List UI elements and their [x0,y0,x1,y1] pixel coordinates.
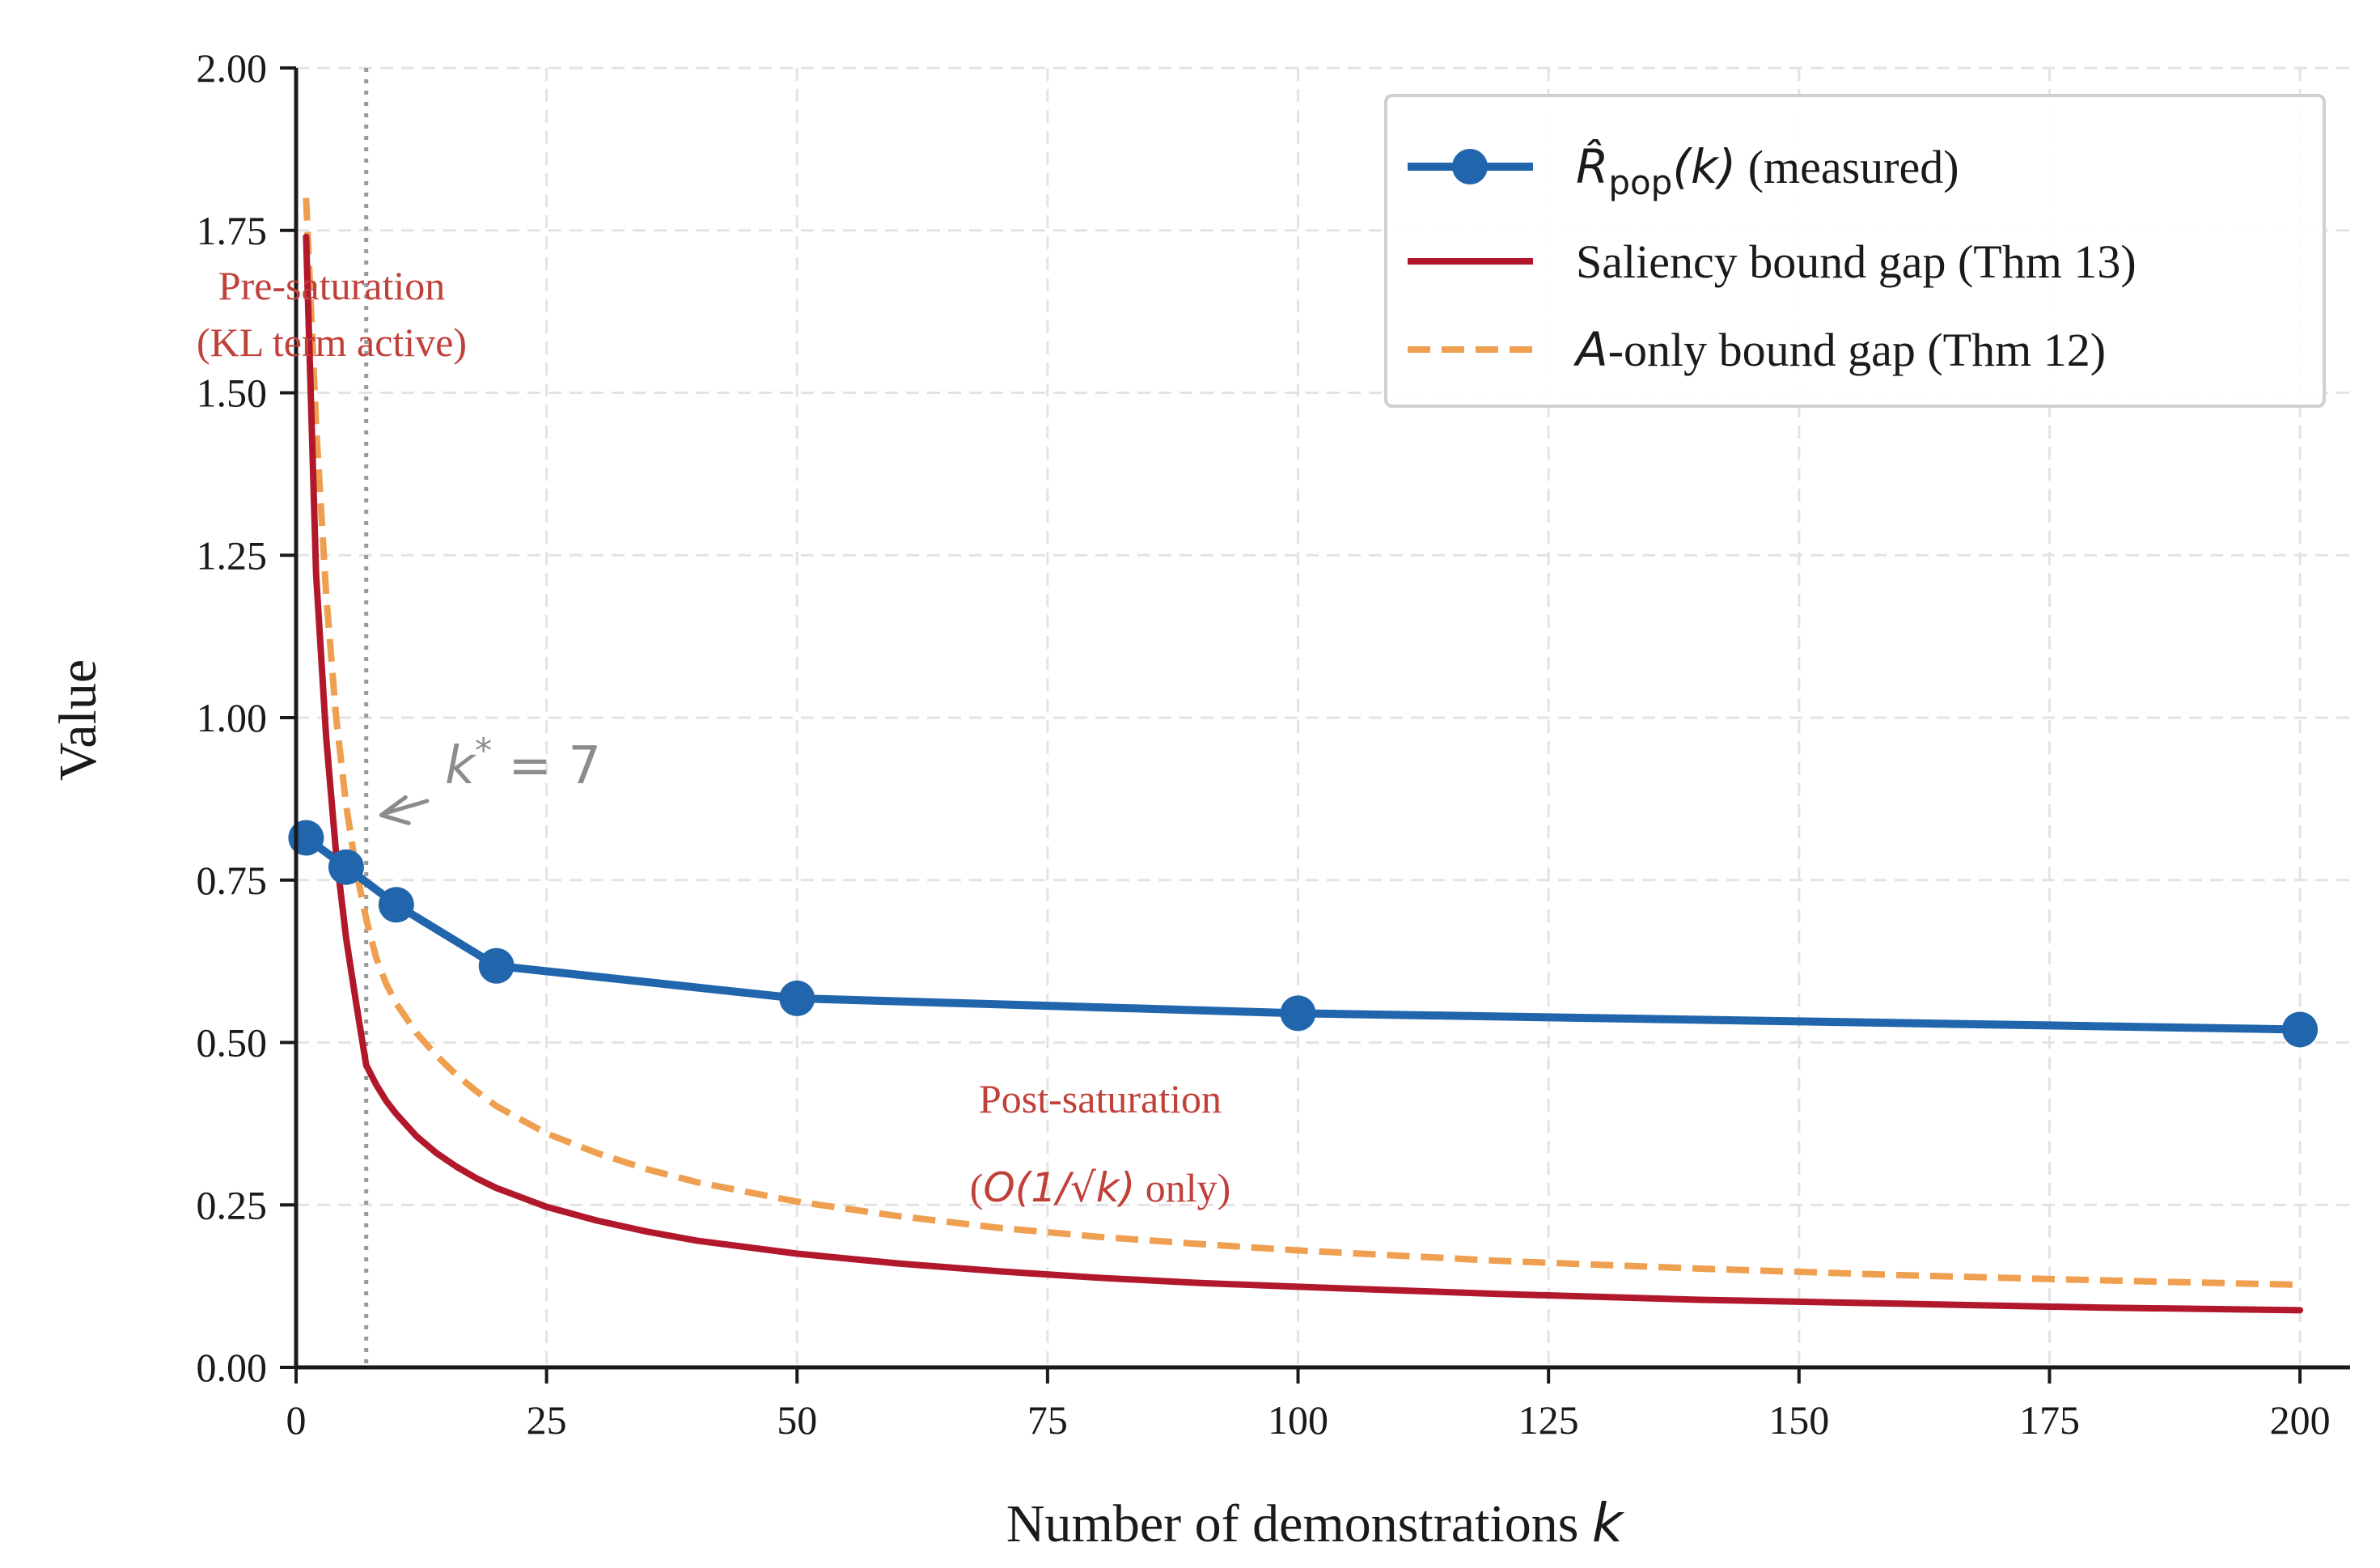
post-saturation-open: ( [970,1165,984,1210]
legend: R̂pop(k) (measured) Saliency bound gap (… [1384,94,2326,408]
legend-measured-rest: (measured) [1736,141,1959,193]
x-tick-label: 0 [286,1397,307,1443]
x-axis-label-prefix: Number of demonstrations [1006,1494,1592,1553]
legend-entry-a-only: A-only bound gap (Thm 12) [1408,322,2106,377]
x-tick-label: 50 [777,1397,817,1443]
measured-point [328,849,364,885]
legend-measured-arg: (k) [1672,139,1736,194]
y-tick-label: 0.25 [197,1182,268,1227]
x-axis-label: Number of demonstrations k [1006,1492,1625,1554]
legend-a-only-math: A [1573,322,1608,377]
legend-entry-saliency: Saliency bound gap (Thm 13) [1408,235,2136,288]
y-tick-label: 2.00 [197,45,268,91]
legend-label-saliency: Saliency bound gap (Thm 13) [1576,235,2136,288]
kstar-k: k [445,736,477,796]
y-axis-label: Value [49,659,108,781]
x-axis-label-var: k [1592,1492,1625,1554]
post-saturation-rest: only) [1135,1165,1230,1210]
x-tick-label: 100 [1268,1397,1328,1443]
legend-measured-sub: pop [1608,163,1672,202]
legend-marker-measured [1452,149,1488,184]
kstar-arrow [379,795,430,825]
annotation-pre-saturation: Pre-saturation (KL term active) [197,263,467,365]
y-tick-label: 1.00 [197,695,268,740]
y-tick-label: 0.00 [197,1345,268,1390]
post-saturation-line2: (O(1/√k) only) [970,1164,1231,1211]
measured-point [779,980,815,1016]
measured-point [378,887,414,923]
annotation-kstar: k* = 7 [379,731,601,825]
kstar-label: k* = 7 [445,731,601,796]
ticks: 0 25 50 75 100 125 150 175 200 0.00 0.25 0.50 0.75 1.… [197,45,2331,1443]
legend-a-only-rest: -only bound gap (Thm 12) [1608,324,2106,376]
legend-entry-measured: R̂pop(k) (measured) [1408,138,1959,202]
measured-point [288,820,324,856]
x-tick-label: 150 [1768,1397,1829,1443]
measured-point [1280,995,1316,1032]
kstar-arrow-head [379,795,411,825]
x-tick-label: 125 [1518,1397,1579,1443]
post-saturation-line1: Post-saturation [979,1076,1222,1121]
kstar-arrow-shaft [382,799,430,816]
kstar-rest: = 7 [492,736,601,796]
series-layer [288,197,2319,1314]
post-saturation-math: O(1/√k) [983,1164,1135,1211]
x-tick-label: 75 [1027,1397,1068,1443]
pre-saturation-line1: Pre-saturation [218,263,445,308]
pre-saturation-line2: (KL term active) [197,320,467,365]
series-line-saliency [303,233,2304,1314]
y-tick-label: 0.50 [197,1020,268,1066]
x-tick-label: 25 [527,1397,567,1443]
y-tick-label: 1.75 [197,208,268,253]
x-tick-label: 175 [2019,1397,2080,1443]
legend-box [1384,94,2326,408]
y-tick-label: 0.75 [197,858,268,903]
kstar-sup: * [475,731,492,770]
legend-measured-math: R̂ [1576,138,1608,194]
measured-point [2282,1011,2319,1048]
legend-label-a-only: A-only bound gap (Thm 12) [1573,322,2106,377]
measured-point [478,947,515,984]
legend-label-measured: R̂pop(k) (measured) [1576,138,1959,202]
annotation-post-saturation: Post-saturation (O(1/√k) only) [970,1076,1231,1211]
x-tick-label: 200 [2270,1397,2331,1443]
y-tick-label: 1.50 [197,371,268,416]
y-tick-label: 1.25 [197,532,268,578]
